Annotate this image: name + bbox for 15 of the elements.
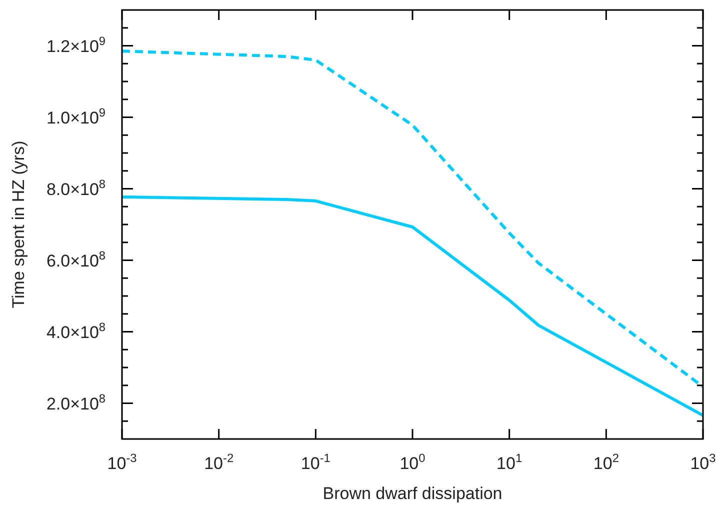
y-tick-label: 1.0×10$^{9}$ bbox=[46, 105, 106, 128]
y-axis-title: Time spent in HZ (yrs) bbox=[9, 140, 28, 308]
x-tick-label: 10$^{2}$ bbox=[593, 451, 620, 473]
x-tick-label: 10$^{-1}$ bbox=[300, 451, 331, 473]
y-tick-label: 2.0×10$^{8}$ bbox=[46, 391, 106, 414]
x-tick-label: 10$^{3}$ bbox=[690, 451, 716, 473]
x-tick-label: 10$^{-3}$ bbox=[107, 451, 138, 473]
y-tick-label: 6.0×10$^{8}$ bbox=[46, 248, 106, 270]
x-axis-title: Brown dwarf dissipation bbox=[322, 484, 502, 503]
y-tick-label: 1.2×10$^{9}$ bbox=[46, 34, 106, 56]
x-tick-label: 10$^{-2}$ bbox=[204, 451, 234, 473]
y-tick-label: 4.0×10$^{8}$ bbox=[46, 320, 106, 342]
x-tick-label: 10$^{1}$ bbox=[496, 451, 522, 473]
x-tick-label: 10$^{0}$ bbox=[400, 451, 426, 473]
y-tick-label: 8.0×10$^{8}$ bbox=[46, 176, 106, 199]
